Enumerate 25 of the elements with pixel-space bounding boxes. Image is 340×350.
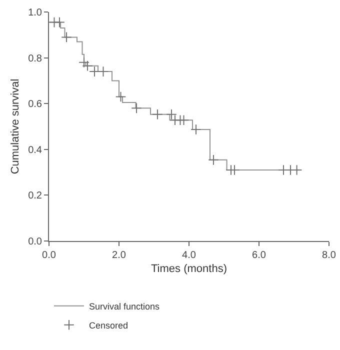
legend-label: Survival functions xyxy=(89,301,160,312)
point xyxy=(61,32,72,43)
point xyxy=(178,114,190,126)
y-tick-label: 0.6 xyxy=(28,99,42,110)
y-tick-label: 0.8 xyxy=(28,53,42,64)
y-tick-label: 0.2 xyxy=(28,190,42,202)
point xyxy=(98,66,109,77)
point xyxy=(190,124,202,135)
point xyxy=(131,102,142,114)
x-tick-label: 2.0 xyxy=(112,250,126,261)
x-tick-label: 0.0 xyxy=(42,250,56,261)
point xyxy=(208,154,219,166)
point xyxy=(54,16,65,28)
point xyxy=(115,91,126,102)
x-axis-title: Times (months) xyxy=(151,263,227,276)
y-axis-title: Cumulative survival xyxy=(10,78,22,174)
x-tick-label: 8.0 xyxy=(322,250,336,261)
x-tick-label: 4.0 xyxy=(182,250,196,261)
y-tick-label: 1.0 xyxy=(28,8,42,18)
point xyxy=(78,56,90,68)
y-tick-label: 0.0 xyxy=(28,236,42,248)
x-tick-label: 6.0 xyxy=(252,250,266,261)
legend-label: Censored xyxy=(89,320,128,330)
y-tick-label: 0.4 xyxy=(28,144,42,156)
point xyxy=(152,108,163,120)
